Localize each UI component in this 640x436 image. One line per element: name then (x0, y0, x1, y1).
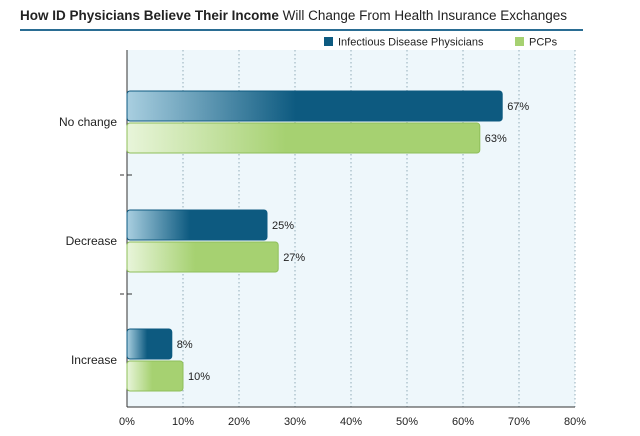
x-tick-label: 30% (284, 416, 306, 428)
chart-title-bold: How ID Physicians Believe Their Income (20, 8, 279, 23)
category-label: No change (59, 115, 117, 129)
x-tick-label: 0% (119, 416, 135, 428)
title-rule (20, 29, 583, 31)
data-label: 63% (485, 133, 507, 145)
chart-title-rest: Will Change From Health Insurance Exchan… (282, 8, 567, 23)
bar-pcps (126, 122, 481, 154)
x-tick-label: 20% (228, 416, 250, 428)
data-label: 67% (507, 101, 529, 113)
data-label: 27% (283, 252, 305, 264)
bar-id-physicians (126, 328, 173, 360)
legend-swatch (324, 37, 333, 46)
category-label: Increase (71, 353, 117, 367)
bar-pcps (126, 360, 184, 392)
legend: Infectious Disease Physicians PCPs (324, 37, 558, 49)
legend-swatch (515, 37, 524, 46)
data-label: 10% (188, 371, 210, 383)
x-tick-label: 40% (340, 416, 362, 428)
chart-title: How ID Physicians Believe Their Income W… (20, 8, 567, 23)
x-tick-label: 80% (564, 416, 586, 428)
data-label: 25% (272, 220, 294, 232)
data-label: 8% (177, 339, 193, 351)
legend-label: PCPs (529, 37, 558, 49)
x-tick-label: 50% (396, 416, 418, 428)
category-label: Decrease (66, 234, 118, 248)
bar-id-physicians (126, 209, 268, 241)
x-tick-label: 70% (508, 416, 530, 428)
bar-id-physicians (126, 90, 503, 122)
legend-label: Infectious Disease Physicians (338, 37, 484, 49)
x-tick-label: 10% (172, 416, 194, 428)
x-tick-label: 60% (452, 416, 474, 428)
bar-pcps (126, 241, 279, 273)
